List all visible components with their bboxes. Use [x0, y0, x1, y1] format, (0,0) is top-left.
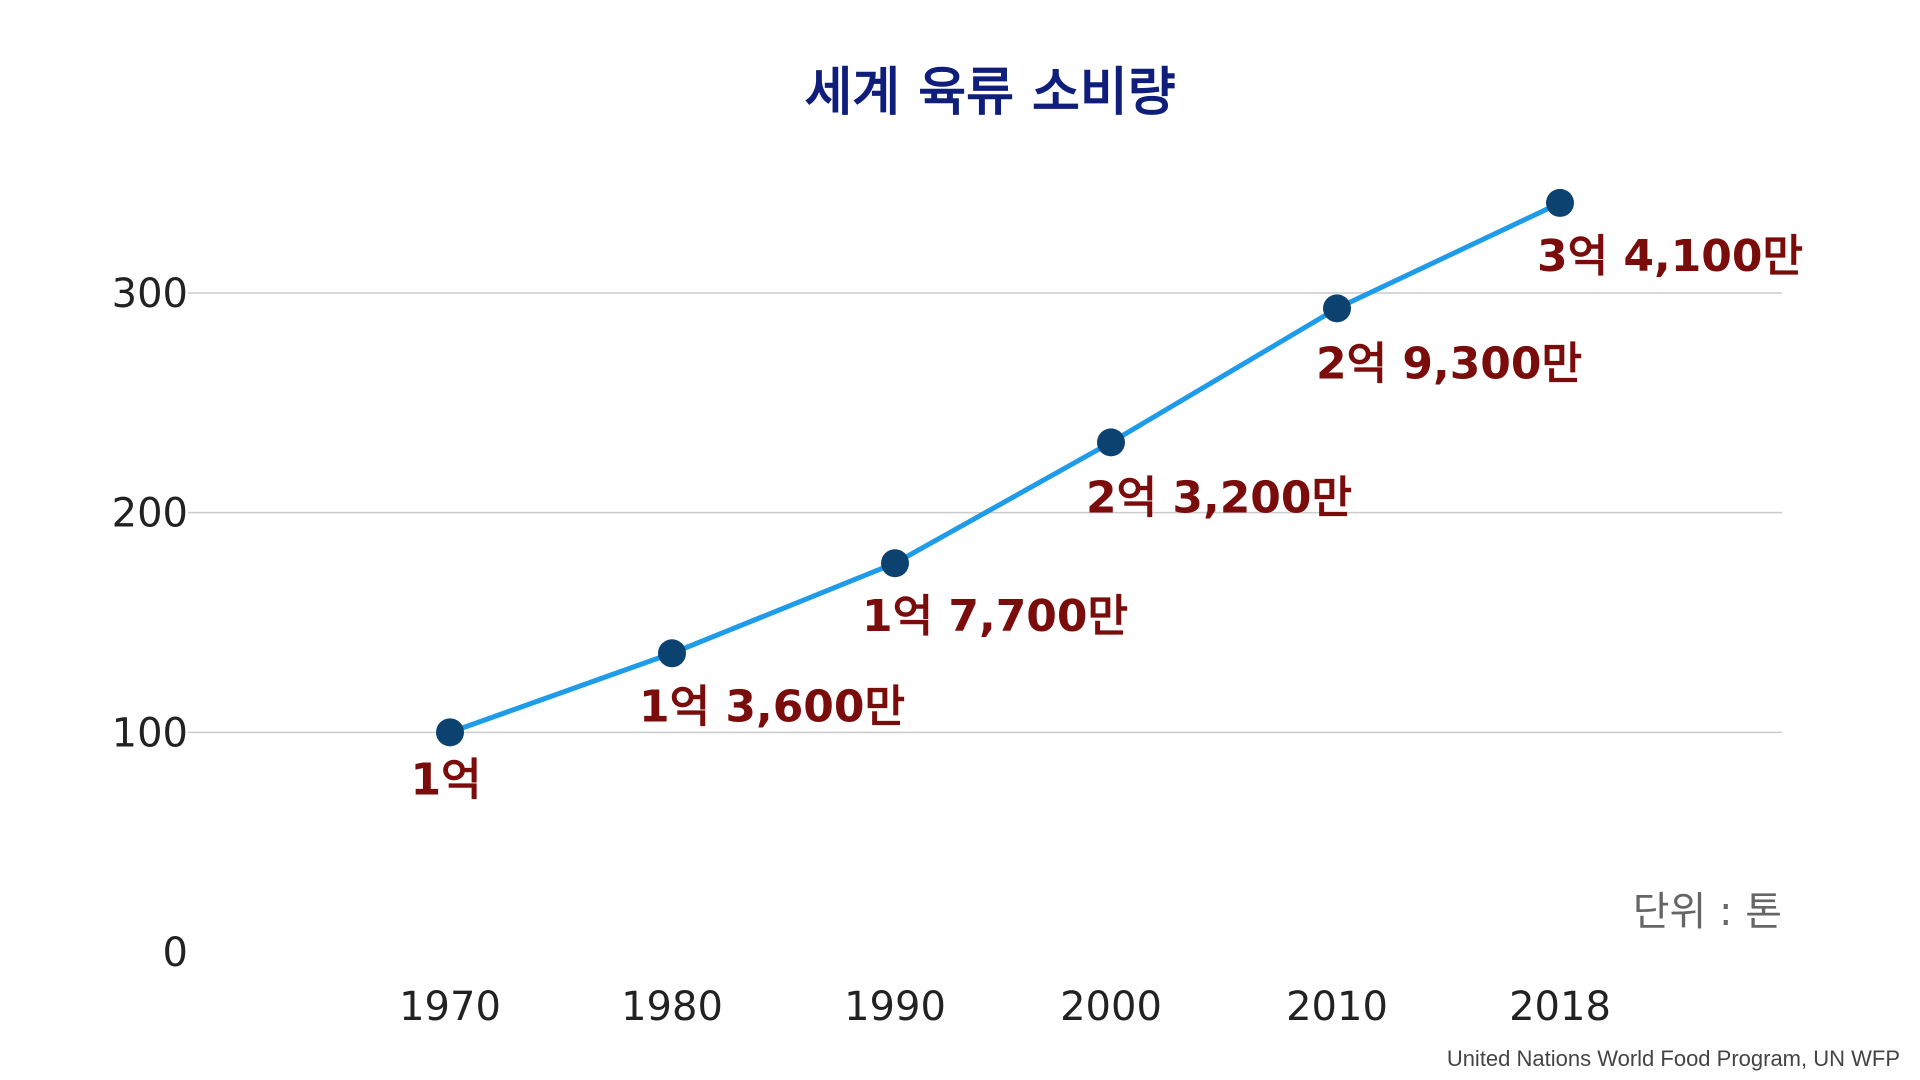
- data-point: [1323, 294, 1351, 323]
- x-tick-label: 1990: [844, 984, 946, 1030]
- y-tick-label: 100: [112, 710, 188, 756]
- y-tick-label: 0: [163, 930, 188, 976]
- x-axis-ticks: 1970 1980 1990 2000 2010 2018: [399, 984, 1611, 1030]
- x-tick-label: 1970: [399, 984, 501, 1030]
- x-tick-label: 2010: [1286, 984, 1388, 1030]
- data-point: [1097, 428, 1125, 457]
- source-label: United Nations World Food Program, UN WF…: [1447, 1046, 1900, 1071]
- y-tick-label: 200: [112, 491, 188, 537]
- y-axis-ticks: 0 100 200 300: [112, 271, 188, 976]
- y-tick-label: 300: [112, 271, 188, 317]
- data-label: 2억 3,200만: [1086, 472, 1352, 523]
- data-point: [658, 639, 686, 668]
- data-label: 2억 9,300만: [1316, 338, 1582, 389]
- series-line: [447, 200, 1563, 735]
- x-tick-label: 1980: [621, 984, 723, 1030]
- x-tick-label: 2000: [1060, 984, 1162, 1030]
- x-tick-label: 2018: [1509, 984, 1611, 1030]
- data-label: 3억 4,100만: [1537, 231, 1803, 282]
- data-labels: 1억 1억 3,600만 1억 7,700만 2억 3,200만 2억 9,300만 3억…: [410, 231, 1803, 805]
- data-point: [436, 718, 464, 747]
- data-point: [881, 549, 909, 578]
- data-label: 1억 7,700만: [862, 591, 1128, 642]
- data-point: [1546, 188, 1574, 217]
- series-line-group: [436, 188, 1574, 747]
- data-label: 1억 3,600만: [639, 681, 905, 732]
- chart-title: 세계 육류 소비량: [804, 63, 1175, 123]
- data-label: 1억: [410, 754, 481, 805]
- unit-label: 단위 : 톤: [1633, 889, 1782, 935]
